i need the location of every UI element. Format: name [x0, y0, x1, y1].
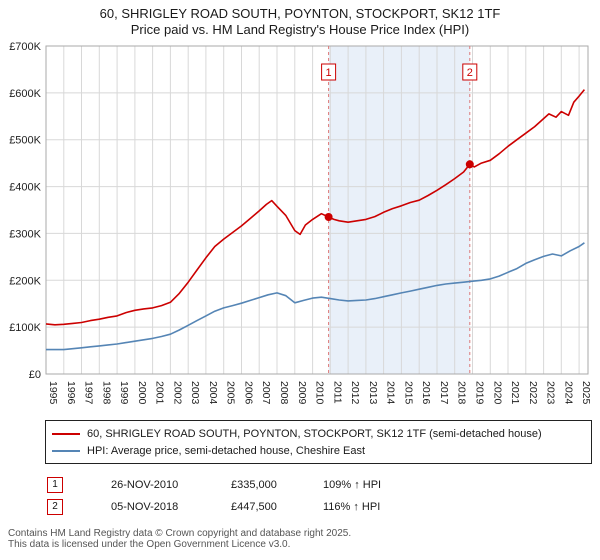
x-tick-label: 1997 — [83, 381, 95, 405]
y-tick-label: £400K — [9, 182, 41, 194]
x-tick-label: 2017 — [438, 381, 450, 405]
hpi-line-swatch — [52, 449, 80, 452]
price-paid-line — [45, 89, 586, 326]
x-tick-label: 2018 — [456, 381, 468, 405]
transaction-2-badge: 2 — [47, 499, 63, 515]
x-tick-label: 2016 — [420, 381, 432, 405]
x-tick-label: 2010 — [314, 381, 326, 405]
x-tick-label: 2013 — [367, 381, 379, 405]
sale-label-box — [321, 63, 337, 81]
transaction-row: 1 26-NOV-2010 £335,000 109% ↑ HPI — [47, 474, 600, 496]
x-tick-label: 2025 — [580, 381, 592, 405]
price-chart-svg: 1995 1996 1997 1998 1999 2000 2001 2002 2003 2004… — [9, 41, 592, 405]
x-tick-label: 2008 — [278, 381, 290, 405]
x-tick-label: 2007 — [260, 381, 272, 405]
page-title: 60, SHRIGLEY ROAD SOUTH, POYNTON, STOCKP… — [99, 6, 501, 21]
legend-item-hpi: HPI: Average price, semi-detached house,… — [52, 442, 585, 459]
x-tick-label: 1995 — [47, 381, 59, 405]
x-tick-label: 2012 — [349, 381, 361, 405]
y-tick-label: £700K — [9, 41, 41, 53]
x-tick-label: 2019 — [474, 381, 486, 405]
x-tick-label: 2004 — [207, 381, 219, 405]
transaction-1-hpi: 109% ↑ HPI — [323, 479, 382, 491]
page-subtitle: Price paid vs. HM Land Registry's House … — [130, 22, 470, 37]
x-tick-label: 2002 — [171, 381, 183, 405]
x-tick-label: 2005 — [225, 381, 237, 405]
price-line-swatch — [52, 432, 80, 435]
sale-label: 1 — [326, 67, 332, 79]
attribution-footer: Contains HM Land Registry data © Crown c… — [8, 528, 600, 550]
transaction-2-date: 05-NOV-2018 — [111, 501, 179, 513]
between-sales-shading — [328, 46, 470, 374]
legend-item-price: 60, SHRIGLEY ROAD SOUTH, POYNTON, STOCKP… — [52, 425, 585, 442]
x-tick-label: 2021 — [509, 381, 521, 405]
transaction-2-price: £447,500 — [231, 501, 277, 513]
x-tick-label: 2006 — [243, 381, 255, 405]
sale-label: 2 — [467, 67, 473, 79]
y-tick-label: £100K — [9, 322, 41, 334]
x-tick-label: 2020 — [491, 381, 503, 405]
transactions-list: 1 26-NOV-2010 £335,000 109% ↑ HPI 2 05-N… — [47, 474, 600, 518]
footer-line-1: Contains HM Land Registry data © Crown c… — [8, 528, 352, 539]
sale-point — [324, 213, 333, 221]
transaction-1-price: £335,000 — [231, 479, 277, 491]
title-block: 60, SHRIGLEY ROAD SOUTH, POYNTON, STOCKP… — [0, 0, 600, 38]
x-tick-label: 2024 — [562, 381, 574, 405]
y-tick-label: £500K — [9, 135, 41, 147]
transaction-row: 2 05-NOV-2018 £447,500 116% ↑ HPI — [47, 496, 600, 518]
x-tick-label: 2011 — [331, 381, 343, 404]
y-tick-label: £300K — [9, 228, 41, 240]
transaction-2-hpi: 116% ↑ HPI — [323, 501, 381, 513]
x-tick-label: 1999 — [118, 381, 130, 405]
legend-label-price: 60, SHRIGLEY ROAD SOUTH, POYNTON, STOCKP… — [87, 427, 542, 440]
x-tick-label: 2000 — [136, 381, 148, 405]
x-tick-label: 2015 — [402, 381, 414, 405]
legend-label-hpi: HPI: Average price, semi-detached house,… — [87, 444, 366, 457]
x-tick-label: 2001 — [154, 381, 166, 405]
sale-point — [465, 160, 474, 169]
y-tick-label: £200K — [9, 275, 41, 287]
x-tick-label: 2023 — [545, 381, 557, 405]
x-tick-label: 1998 — [100, 381, 112, 405]
transaction-1-badge: 1 — [47, 477, 63, 493]
x-tick-label: 2022 — [527, 381, 539, 405]
x-tick-label: 2014 — [385, 381, 397, 405]
sale-label-box — [462, 63, 478, 81]
chart-area: 1995 1996 1997 1998 1999 2000 2001 2002 2003 2004… — [0, 38, 600, 416]
x-tick-label: 2009 — [296, 381, 308, 405]
footer-line-2: This data is licensed under the Open Gov… — [8, 539, 291, 550]
x-tick-label: 2003 — [189, 381, 201, 405]
transaction-1-date: 26-NOV-2010 — [111, 479, 179, 491]
y-tick-label: £0 — [29, 369, 41, 381]
chart-legend: 60, SHRIGLEY ROAD SOUTH, POYNTON, STOCKP… — [45, 420, 592, 464]
hpi-line — [46, 242, 585, 351]
plot-frame — [45, 45, 589, 375]
y-tick-label: £600K — [9, 88, 41, 100]
x-tick-label: 1996 — [65, 381, 77, 405]
